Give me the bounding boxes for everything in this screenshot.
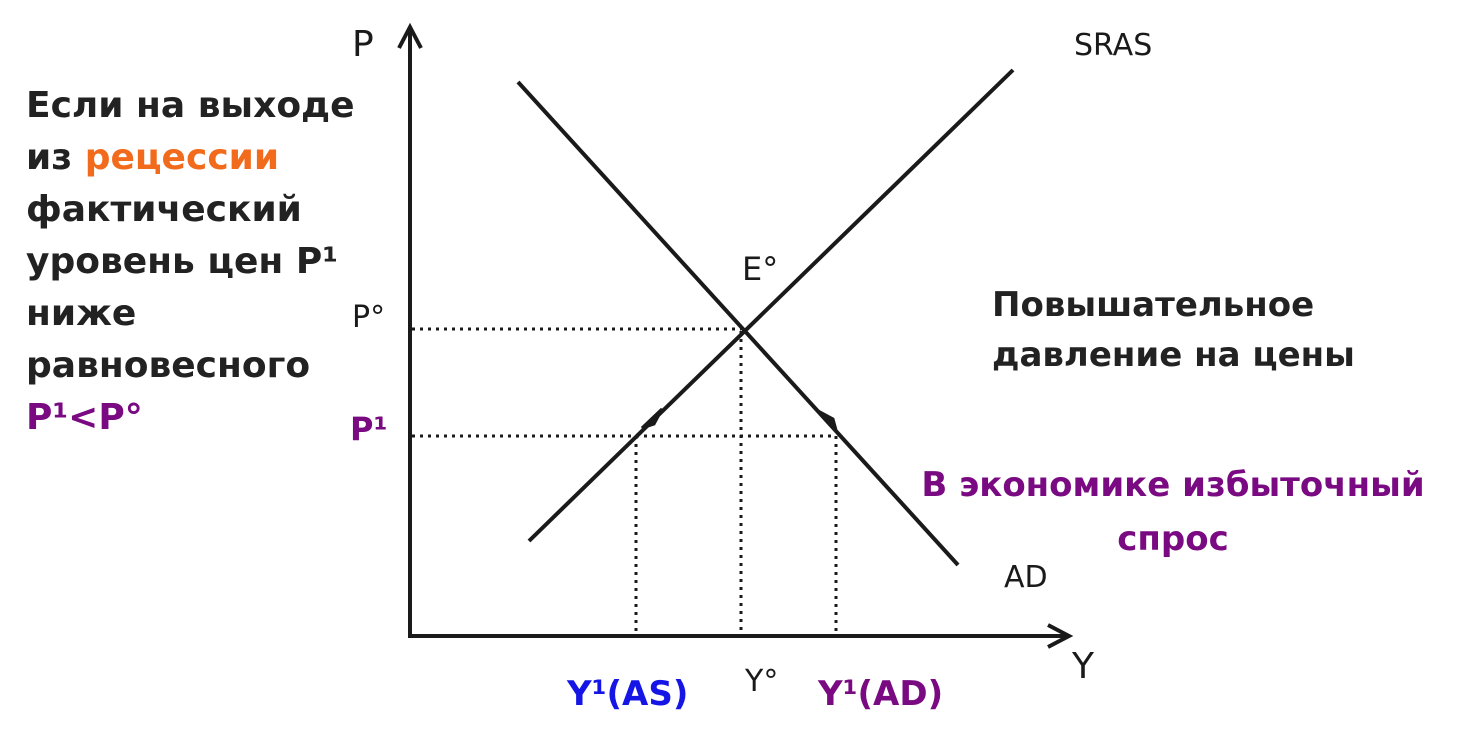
recession-highlight: рецессии — [84, 137, 280, 178]
y-axis-label: P — [352, 24, 374, 65]
recession-note-line-2: из рецессии — [26, 132, 355, 184]
recession-note-prefix: из — [26, 137, 85, 178]
equilibrium-label: E° — [742, 250, 779, 288]
x-axis-label: Y — [1072, 646, 1094, 687]
recession-note-line-6: равновесного — [26, 345, 311, 386]
recession-note: Если на выходе из рецессии фактический у… — [26, 80, 355, 444]
recession-note-line-3: фактический — [26, 189, 302, 230]
recession-note-line-4: уровень цен P¹ — [26, 241, 338, 282]
p0-label: P° — [352, 300, 386, 335]
sras-label: SRAS — [1074, 28, 1153, 63]
y1-as-label: Y¹(AS) — [567, 674, 689, 714]
x-axis-arrow — [1047, 623, 1074, 649]
upward-pressure-line-1: Повышательное — [992, 285, 1315, 325]
y1-ad-label: Y¹(AD) — [818, 674, 944, 714]
y-axis-arrow — [397, 22, 423, 49]
ad-curve — [516, 80, 960, 567]
ad-label: AD — [1004, 560, 1048, 595]
upward-pressure-note: Повышательное давление на цены — [992, 280, 1355, 380]
y0-label: Y° — [745, 664, 779, 699]
sras-direction-arrow — [640, 407, 664, 430]
excess-demand-note: В экономике избыточный спрос — [908, 458, 1438, 566]
recession-note-line-1: Если на выходе — [26, 85, 355, 126]
sras-curve — [527, 68, 1015, 543]
upward-pressure-line-2: давление на цены — [992, 335, 1355, 375]
p1-label: P¹ — [350, 410, 388, 448]
price-inequality: P¹<P° — [26, 397, 143, 438]
excess-demand-line-1: В экономике избыточный — [921, 465, 1425, 505]
recession-note-line-5: ниже — [26, 293, 137, 334]
ad-direction-arrow — [816, 409, 838, 432]
excess-demand-line-2: спрос — [1117, 519, 1229, 559]
